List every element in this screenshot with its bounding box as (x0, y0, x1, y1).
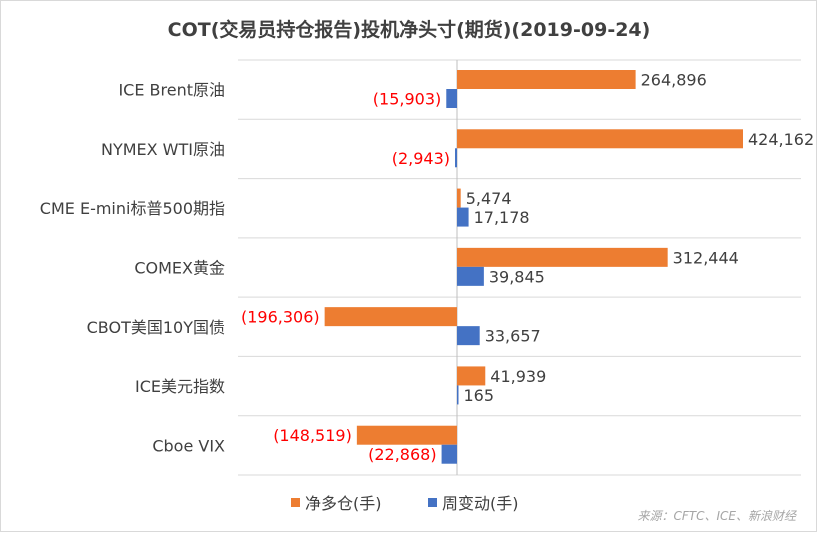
bar-weekly-change-cboe-vix (441, 444, 457, 464)
category-label-cme-e-mini-500: CME E-mini标普500期指 (40, 199, 225, 218)
bar-net-long-cme-e-mini-500 (457, 188, 461, 208)
data-label-net-long-cme-e-mini-500: 5,474 (466, 189, 512, 208)
data-label-net-long-ice-brent: 264,896 (641, 71, 707, 90)
bar-weekly-change-ice-brent (446, 89, 457, 108)
legend: 净多仓(手) 周变动(手) (291, 494, 519, 513)
bar-net-long-nymex-wti (457, 129, 743, 149)
category-label-ice-brent: ICE Brent原油 (118, 81, 225, 100)
chart-title: COT(交易员持仓报告)投机净头寸(期货)(2019-09-24) (168, 18, 651, 41)
bar-net-long-comex (457, 247, 668, 267)
data-label-net-long-comex: 312,444 (673, 248, 739, 267)
data-label-net-long-cbot-10y: (196,306) (241, 308, 320, 327)
source-note: 来源：CFTC、ICE、新浪财经 (638, 509, 798, 523)
legend-label-net-long: 净多仓(手) (305, 494, 382, 513)
legend-swatch-net-long (291, 498, 300, 507)
legend-label-weekly-change: 周变动(手) (442, 494, 519, 513)
data-label-weekly-change-cbot-10y: 33,657 (485, 327, 541, 346)
bar-weekly-change-ice (457, 385, 459, 405)
data-label-net-long-ice: 41,939 (490, 367, 546, 386)
data-label-weekly-change-nymex-wti: (2,943) (392, 149, 450, 168)
data-label-net-long-cboe-vix: (148,519) (273, 426, 352, 445)
bar-weekly-change-nymex-wti (455, 148, 457, 168)
data-label-weekly-change-ice: 165 (464, 386, 495, 405)
data-label-weekly-change-comex: 39,845 (489, 267, 545, 286)
category-labels: ICE Brent原油 NYMEX WTI原油 CME E-mini标普500期指 C… (40, 81, 225, 456)
bar-weekly-change-cbot-10y (457, 326, 480, 346)
bar-net-long-cbot-10y (324, 307, 457, 327)
data-label-weekly-change-cme-e-mini-500: 17,178 (474, 208, 530, 227)
bar-weekly-change-cme-e-mini-500 (457, 207, 469, 227)
category-label-comex: COMEX黄金 (134, 259, 225, 278)
bar-net-long-ice (457, 366, 486, 386)
legend-swatch-weekly-change (428, 498, 437, 507)
category-label-ice: ICE美元指数 (135, 377, 225, 396)
bars (324, 70, 743, 464)
category-label-nymex-wti: NYMEX WTI原油 (101, 140, 225, 159)
data-label-weekly-change-cboe-vix: (22,868) (368, 445, 436, 464)
data-label-weekly-change-ice-brent: (15,903) (373, 90, 441, 109)
bar-weekly-change-comex (457, 266, 484, 286)
bar-net-long-cboe-vix (356, 425, 457, 445)
data-label-net-long-nymex-wti: 424,162 (748, 130, 814, 149)
category-label-cbot-10y: CBOT美国10Y国债 (87, 318, 225, 337)
bar-net-long-ice-brent (457, 70, 636, 89)
category-label-cboe-vix: Cboe VIX (152, 436, 225, 455)
data-labels: 264,896 424,162 5,474 312,444 (196,306) 41,93… (241, 71, 814, 465)
